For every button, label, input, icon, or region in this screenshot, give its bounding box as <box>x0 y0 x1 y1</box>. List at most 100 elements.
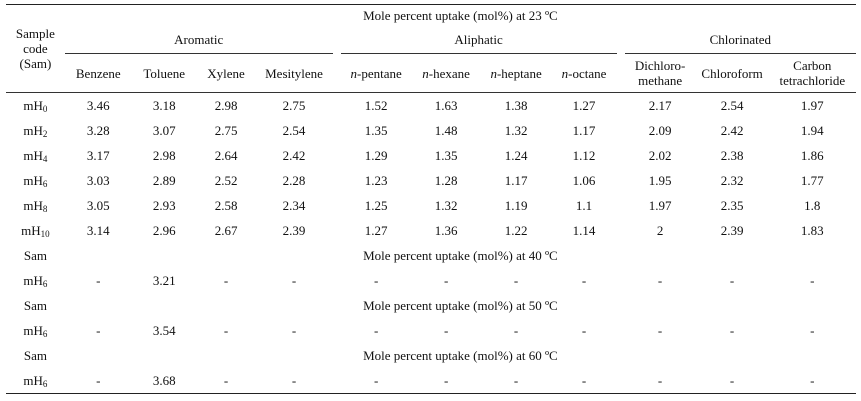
value-cell: 2.35 <box>720 197 744 213</box>
value-cell: 1.32 <box>434 197 458 213</box>
value-cell: 3.28 <box>86 122 110 138</box>
sample-code: mH6 <box>23 272 48 289</box>
value-cell: 2.17 <box>648 97 672 113</box>
value-cell: - <box>513 322 519 338</box>
value-cell: 1.32 <box>504 122 528 138</box>
value-cell: - <box>657 272 663 288</box>
section-header-row: Sam Mole percent uptake (mol%) at 50 ºC <box>6 293 856 318</box>
col-carbon-tetrachloride: Carbon tetrachloride <box>768 53 856 93</box>
value-cell: 3.54 <box>152 322 176 338</box>
value-cell: 1.24 <box>504 147 528 163</box>
table-row: mH6 - 3.21 - - - - - - - - - <box>6 268 856 293</box>
title-row: Sample code (Sam) Mole percent uptake (m… <box>6 4 856 93</box>
value-cell: - <box>657 322 663 338</box>
value-cell: - <box>223 272 229 288</box>
spacer-cell <box>617 193 625 218</box>
table-body: mH0 3.46 3.18 2.98 2.75 1.52 1.63 1.38 1.27 2.17 2… <box>6 93 856 394</box>
value-cell: - <box>480 368 552 394</box>
value-cell: 1.27 <box>364 222 388 238</box>
value-cell: - <box>810 322 815 338</box>
value-cell: 2.54 <box>720 97 744 113</box>
spacer-cell <box>333 218 341 243</box>
value-cell: 1.23 <box>364 172 388 188</box>
stub-header-line-1: Sample <box>15 26 55 41</box>
section-label: Sam <box>23 247 47 263</box>
spacer-cell <box>617 93 625 119</box>
value-cell: 2.89 <box>152 172 176 188</box>
value-cell: 1.8 <box>804 197 821 213</box>
table-row: mH6 - 3.54 - - - - - - - - - <box>6 318 856 343</box>
value-cell: - <box>411 368 481 394</box>
value-cell: 1.35 <box>434 147 458 163</box>
value-cell: 3.17 <box>86 147 110 163</box>
sample-code: mH6 <box>23 322 48 339</box>
value-cell: - <box>695 368 769 394</box>
spacer-cell <box>617 143 625 168</box>
value-cell: - <box>64 368 132 394</box>
spacer-cell <box>333 318 341 343</box>
value-cell: 1.27 <box>572 97 596 113</box>
value-cell: 1.38 <box>504 97 528 113</box>
value-cell: 2.75 <box>214 122 238 138</box>
value-cell: 1.86 <box>800 147 824 163</box>
value-cell: - <box>443 272 449 288</box>
value-cell: 2.09 <box>648 122 672 138</box>
value-cell: - <box>551 368 617 394</box>
table-title-23c: Mole percent uptake (mol%) at 23 ºC <box>363 8 558 23</box>
table-row: mH4 3.17 2.98 2.64 2.42 1.29 1.35 1.24 1.12 2.02 2… <box>6 143 856 168</box>
value-cell: 3.14 <box>86 222 110 238</box>
section-title: Mole percent uptake (mol%) at 40 ºC <box>363 247 558 263</box>
value-cell: 1.1 <box>575 197 593 213</box>
spacer-cell <box>617 118 625 143</box>
table-row: mH6-3.68- - - - - - - - - <box>6 368 856 394</box>
value-cell: - <box>729 322 735 338</box>
value-cell: 1.25 <box>364 197 388 213</box>
value-cell: 1.12 <box>572 147 596 163</box>
section-header-row: Sam Mole percent uptake (mol%) at 40 ºC <box>6 243 856 268</box>
value-cell: 3.05 <box>86 197 110 213</box>
table-row: mH8 3.05 2.93 2.58 2.34 1.25 1.32 1.19 1.1 1.97 2.… <box>6 193 856 218</box>
table-row: mH10 3.14 2.96 2.67 2.39 1.27 1.36 1.22 1.14 2 2.3… <box>6 218 856 243</box>
value-cell: - <box>340 368 412 394</box>
value-cell: 2.39 <box>720 222 744 238</box>
spacer-cell <box>333 93 341 119</box>
col-toluene: Toluene <box>131 53 197 93</box>
value-cell: 3.07 <box>152 122 176 138</box>
value-cell: 1.28 <box>434 172 458 188</box>
value-cell: - <box>581 272 587 288</box>
value-cell: 2 <box>656 222 664 238</box>
value-cell: 1.97 <box>800 97 824 113</box>
value-cell: 1.83 <box>800 222 824 238</box>
value-cell: 2.67 <box>214 222 238 238</box>
value-cell: 1.29 <box>364 147 388 163</box>
group-chlorinated: Chlorinated <box>624 27 856 54</box>
sample-code: mH10 <box>21 222 50 239</box>
col-xylene: Xylene <box>196 53 256 93</box>
group-aromatic: Aromatic <box>64 27 333 54</box>
value-cell: 3.18 <box>152 97 176 113</box>
value-cell: 2.42 <box>720 122 744 138</box>
spacer-cell <box>617 318 625 343</box>
value-cell: - <box>96 322 101 338</box>
value-cell: - <box>96 272 101 288</box>
value-cell: 3.68 <box>131 368 197 394</box>
spacer-cell <box>332 368 341 394</box>
sample-code: mH2 <box>23 122 48 139</box>
value-cell: - <box>581 322 587 338</box>
value-cell: 2.42 <box>282 147 306 163</box>
spacer-cell <box>617 268 625 293</box>
value-cell: - <box>729 272 735 288</box>
value-cell: 1.06 <box>572 172 596 188</box>
value-cell: 3.46 <box>86 97 110 113</box>
value-cell: 1.52 <box>364 97 388 113</box>
value-cell: 1.19 <box>504 197 528 213</box>
spacer-cell <box>333 268 341 293</box>
value-cell: 2.98 <box>214 97 238 113</box>
value-cell: 1.36 <box>434 222 458 238</box>
value-cell: 1.95 <box>648 172 672 188</box>
value-cell: 1.97 <box>648 197 672 213</box>
group-aliphatic: Aliphatic <box>340 27 617 54</box>
value-cell: - <box>373 322 379 338</box>
section-title: Mole percent uptake (mol%) at 50 ºC <box>363 297 558 313</box>
value-cell: 2.93 <box>152 197 176 213</box>
